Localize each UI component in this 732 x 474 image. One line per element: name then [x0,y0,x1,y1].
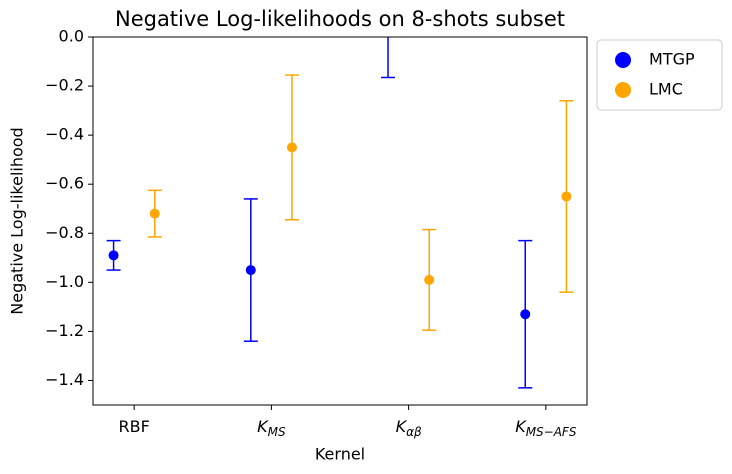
category-subscript: MS−AFS [526,425,577,439]
point [561,191,572,202]
category: K [396,417,408,436]
y-tick-label: −0.4 [45,125,84,144]
plot-area [106,37,574,389]
y-tick-label: −0.6 [45,174,84,193]
legend-marker [615,82,631,98]
point [108,250,119,261]
point [149,208,160,219]
point [424,274,435,285]
category: RBF [119,417,150,436]
legend-label: LMC [649,80,683,99]
category: K [515,417,527,436]
legend-marker [615,52,631,68]
point [286,142,297,153]
x-tick-label: KMS−AFS [515,417,577,439]
y-tick-label: 0.0 [59,27,84,46]
plot-frame [92,36,588,406]
y-tick-label: −1.2 [45,321,84,340]
point [520,309,531,320]
category-subscript: MS [268,425,286,439]
y-axis-label: Negative Log-likelihood [8,127,27,314]
chart-title: Negative Log-likelihoods on 8-shots subs… [115,7,565,31]
error-bar [381,37,396,79]
point [245,265,256,276]
y-tick-label: −1.4 [45,370,84,389]
category-subscript: αβ [406,425,422,439]
x-tick-label: RBF [119,417,150,436]
y-tick-label: −0.8 [45,223,84,242]
category: K [257,417,269,436]
x-tick-label: Kαβ [396,417,422,439]
y-tick-label: −1.0 [45,272,84,291]
x-tick-label: KMS [257,417,286,439]
x-axis-label: Kernel [315,445,365,464]
y-tick-label: −0.2 [45,76,84,95]
legend-label: MTGP [649,50,695,69]
